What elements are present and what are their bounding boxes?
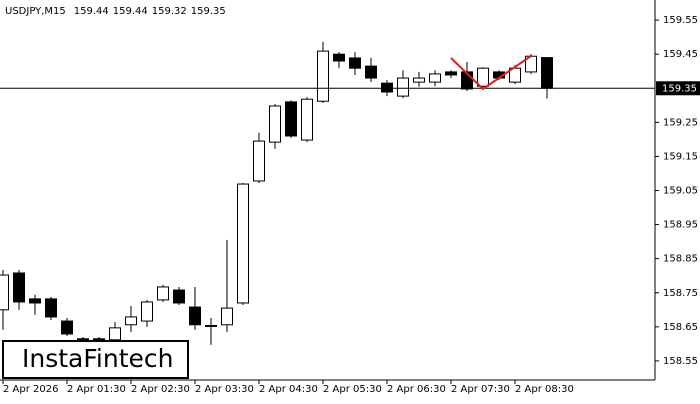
candle-body xyxy=(109,327,121,341)
header-value: 159.35 xyxy=(191,6,226,17)
candle-body xyxy=(125,316,137,326)
candle-body xyxy=(397,77,409,97)
candle-body xyxy=(381,82,393,93)
candle-body xyxy=(333,53,345,62)
candle-body xyxy=(173,289,185,304)
candle-body xyxy=(93,338,105,341)
y-tick-label: 158.95 xyxy=(663,220,698,231)
candle-body xyxy=(413,77,425,83)
x-tick-label: 2 Apr 07:30 xyxy=(451,384,510,395)
candle-body xyxy=(61,320,73,335)
candle-body xyxy=(317,50,329,102)
header: USDJPY,M15 159.44 159.44 159.32 159.35 xyxy=(5,6,226,17)
candle-body xyxy=(13,272,25,303)
candle-body xyxy=(0,274,9,311)
logo-box xyxy=(2,340,189,379)
y-tick-label: 159.15 xyxy=(663,151,698,162)
candle-body xyxy=(221,307,233,326)
price-label-box xyxy=(656,81,700,96)
y-tick-label: 158.85 xyxy=(663,254,698,265)
header-value: 159.32 xyxy=(152,6,187,17)
candle-body xyxy=(205,324,217,327)
y-tick-label: 159.05 xyxy=(663,186,698,197)
y-tick-label: 158.65 xyxy=(663,322,698,333)
x-tick-label: 2 Apr 03:30 xyxy=(195,384,254,395)
pattern-line xyxy=(450,55,532,91)
candle-body xyxy=(157,286,169,301)
candle-body xyxy=(349,57,361,69)
y-tick-label: 158.75 xyxy=(663,288,698,299)
x-tick-label: 2 Apr 05:30 xyxy=(323,384,382,395)
price-label: 159.35 xyxy=(662,83,697,94)
candle-body xyxy=(269,105,281,143)
y-tick-label: 158.55 xyxy=(663,356,698,367)
candle-body xyxy=(541,57,553,89)
candle-body xyxy=(141,301,153,322)
x-tick-label: 2 Apr 01:30 xyxy=(67,384,126,395)
x-tick-label: 2 Apr 06:30 xyxy=(387,384,446,395)
header-title: USDJPY,M15 xyxy=(5,6,66,17)
candle-body xyxy=(237,183,249,304)
candle-body xyxy=(429,73,441,83)
candle-body xyxy=(445,71,457,76)
candle-body xyxy=(29,298,41,304)
x-tick-label: 2 Apr 04:30 xyxy=(259,384,318,395)
y-tick-label: 159.55 xyxy=(663,15,698,26)
x-tick-label: 2 Apr 02:30 xyxy=(131,384,190,395)
header-value: 159.44 xyxy=(113,6,148,17)
candle-body xyxy=(77,338,89,341)
x-tick-label: 2 Apr 08:30 xyxy=(515,384,574,395)
candle-body xyxy=(253,140,265,182)
candle-body xyxy=(45,298,57,318)
candle-body xyxy=(365,65,377,79)
candle-body xyxy=(477,67,489,87)
logo: InstaFintech xyxy=(22,344,174,373)
candle-body xyxy=(285,101,297,137)
candle-body xyxy=(301,98,313,141)
header-value: 159.44 xyxy=(74,6,109,17)
y-tick-label: 159.25 xyxy=(663,117,698,128)
candle-body xyxy=(189,306,201,326)
x-tick-label: 2 Apr 2026 xyxy=(3,384,58,395)
candle-body xyxy=(461,71,473,90)
y-tick-label: 159.45 xyxy=(663,49,698,60)
